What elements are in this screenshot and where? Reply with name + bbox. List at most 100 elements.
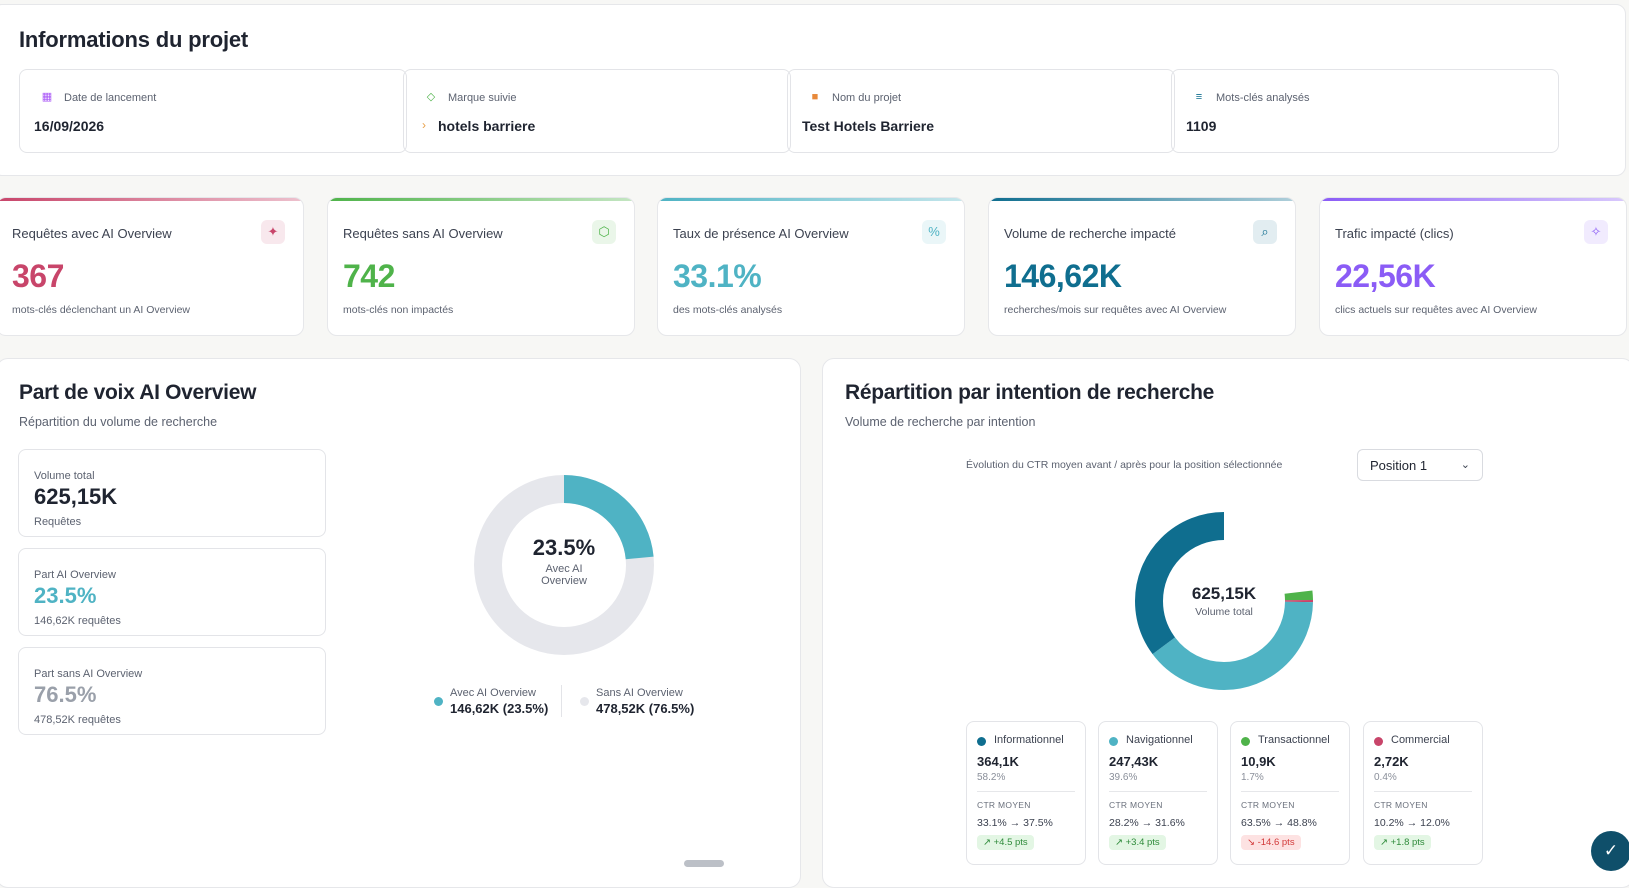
kpi-label: Requêtes avec AI Overview bbox=[12, 226, 172, 241]
intent-value: 364,1K bbox=[977, 754, 1019, 769]
legend-with: Avec AI Overview 146,62K (23.5%) bbox=[450, 687, 548, 716]
project-info-title: Informations du projet bbox=[19, 27, 249, 52]
intent-box-commercial: Commercial 2,72K 0.4% CTR MOYEN 10.2% → 12.0… bbox=[1363, 721, 1483, 865]
ctr-delta: +4.5 pts bbox=[993, 837, 1028, 848]
ctr-change: 10.2% → 12.0% bbox=[1374, 817, 1450, 829]
field-label: Marque suivie bbox=[448, 92, 517, 104]
project-info-card: Informations du projet ▦ Date de lanceme… bbox=[0, 4, 1626, 176]
kpi-accent-bar bbox=[1320, 198, 1626, 201]
ctr-change: 33.1% → 37.5% bbox=[977, 817, 1053, 829]
intent-pct: 39.6% bbox=[1109, 772, 1138, 783]
share-donut-center: 23.5% Avec AI Overview bbox=[474, 535, 654, 587]
percent-icon: % bbox=[922, 220, 946, 244]
donut-slice-informationnel[interactable] bbox=[1135, 512, 1313, 690]
ai-share-box: Part AI Overview 23.5% 146,62K requêtes bbox=[18, 548, 326, 636]
trend-down-icon: ↘ bbox=[1247, 837, 1255, 848]
kpi-label: Requêtes sans AI Overview bbox=[343, 226, 503, 241]
intent-value: 2,72K bbox=[1374, 754, 1409, 769]
position-select[interactable]: Position 1 ⌄ bbox=[1357, 449, 1483, 481]
donut-slice-avec-ai[interactable] bbox=[474, 475, 654, 655]
kpi-card: Requêtes avec AI Overview ✦ 367 mots-clés d… bbox=[0, 197, 304, 336]
kpi-sub: mots-clés non impactés bbox=[343, 304, 454, 316]
trend-up-icon: ↗ bbox=[1115, 837, 1123, 848]
field-brand: ◇ Marque suivie hotels barriere › bbox=[403, 69, 791, 153]
calendar-icon: ▦ bbox=[41, 91, 53, 103]
intent-dot bbox=[1374, 737, 1383, 746]
kpi-label: Trafic impacté (clics) bbox=[1335, 226, 1454, 241]
field-value: Test Hotels Barriere bbox=[802, 118, 935, 134]
kpi-value: 742 bbox=[343, 258, 395, 294]
kpi-card: Trafic impacté (clics) ✧ 22,56K clics actue… bbox=[1319, 197, 1627, 336]
intent-value: 247,43K bbox=[1109, 754, 1159, 769]
field-launch-date: ▦ Date de lancement 16/09/2026 bbox=[19, 69, 407, 153]
box-label: Volume total bbox=[34, 470, 95, 482]
non-ai-share-box: Part sans AI Overview 76.5% 478,52K requ… bbox=[18, 647, 326, 735]
intent-center-caption: Volume total bbox=[1195, 606, 1253, 618]
field-value: hotels barriere bbox=[438, 118, 536, 134]
field-label: Date de lancement bbox=[64, 92, 157, 104]
kpi-accent-bar bbox=[328, 198, 634, 201]
kpi-sub: clics actuels sur requêtes avec AI Overv… bbox=[1335, 304, 1537, 316]
trend-up-icon: ↗ bbox=[983, 837, 991, 848]
intent-center-value: 625,15K bbox=[1191, 584, 1257, 603]
field-label: Mots-clés analysés bbox=[1216, 92, 1310, 104]
field-value: 16/09/2026 bbox=[34, 118, 105, 134]
intent-pct: 58.2% bbox=[977, 772, 1006, 783]
legend-dot-without bbox=[580, 697, 589, 706]
position-select-value: Position 1 bbox=[1370, 458, 1428, 473]
chat-launcher-icon[interactable]: ✓ bbox=[1591, 831, 1629, 871]
ctr-delta: +3.4 pts bbox=[1125, 837, 1160, 848]
kpi-value: 22,56K bbox=[1335, 258, 1436, 294]
ctr-before: 28.2% bbox=[1109, 817, 1139, 829]
box-label: Part AI Overview bbox=[34, 569, 116, 581]
ctr-label: CTR MOYEN bbox=[1374, 800, 1428, 810]
kpi-accent-bar bbox=[989, 198, 1295, 201]
ctr-change: 63.5% → 48.8% bbox=[1241, 817, 1317, 829]
intent-dot bbox=[1241, 737, 1250, 746]
ctr-delta: -14.6 pts bbox=[1257, 837, 1295, 848]
donut-slice-navigationnel[interactable] bbox=[1135, 512, 1313, 690]
intent-name: Transactionnel bbox=[1258, 734, 1330, 746]
kpi-accent-bar bbox=[0, 198, 303, 201]
box-sub: 478,52K requêtes bbox=[34, 714, 121, 726]
intent-box-informationnel: Informationnel 364,1K 58.2% CTR MOYEN 33.1% … bbox=[966, 721, 1086, 865]
kpi-sub: mots-clés déclenchant un AI Overview bbox=[12, 304, 190, 316]
intent-panel: Répartition par intention de recherche V… bbox=[822, 358, 1629, 888]
kpi-value: 33.1% bbox=[673, 258, 762, 294]
intent-name: Commercial bbox=[1391, 734, 1450, 746]
legend-dot-with bbox=[434, 697, 443, 706]
donut-slice-commercial[interactable] bbox=[1135, 512, 1313, 690]
intent-subtitle: Volume de recherche par intention bbox=[845, 415, 1036, 429]
donut-center-caption: Avec AI Overview bbox=[541, 563, 587, 587]
ctr-before: 10.2% bbox=[1374, 817, 1404, 829]
box-sub: 146,62K requêtes bbox=[34, 615, 121, 627]
intent-donut-chart bbox=[1135, 512, 1313, 690]
ctr-label: CTR MOYEN bbox=[1109, 800, 1163, 810]
arrow-right-icon: → bbox=[1141, 817, 1153, 829]
intent-name: Informationnel bbox=[994, 734, 1064, 746]
intent-name: Navigationnel bbox=[1126, 734, 1193, 746]
legend-value: 478,52K (76.5%) bbox=[596, 701, 695, 716]
intent-divider bbox=[1374, 791, 1472, 792]
ctr-change: 28.2% → 31.6% bbox=[1109, 817, 1185, 829]
intent-title: Répartition par intention de recherche bbox=[845, 381, 1214, 404]
ctr-delta-badge: ↗ +4.5 pts bbox=[977, 835, 1034, 850]
legend-label: Avec AI Overview bbox=[450, 687, 536, 699]
box-sub: Requêtes bbox=[34, 516, 82, 528]
legend-value: 146,62K (23.5%) bbox=[450, 701, 549, 716]
box-value: 76.5% bbox=[34, 682, 97, 707]
box-value: 23.5% bbox=[34, 583, 97, 608]
ctr-delta: +1.8 pts bbox=[1390, 837, 1425, 848]
intent-pct: 0.4% bbox=[1374, 772, 1397, 783]
kpi-sub: des mots-clés analysés bbox=[673, 304, 783, 316]
kpi-label: Volume de recherche impacté bbox=[1004, 226, 1176, 241]
intent-box-transactionnel: Transactionnel 10,9K 1.7% CTR MOYEN 63.5% → … bbox=[1230, 721, 1350, 865]
kpi-label: Taux de présence AI Overview bbox=[673, 226, 849, 241]
folder-icon: ■ bbox=[811, 91, 819, 103]
scroll-handle[interactable] bbox=[684, 860, 724, 867]
arrow-right-icon: → bbox=[1406, 817, 1418, 829]
tag-icon: ◇ bbox=[426, 91, 436, 103]
volume-total-box: Volume total 625,15K Requêtes bbox=[18, 449, 326, 537]
share-donut-chart bbox=[474, 475, 654, 655]
ctr-after: 31.6% bbox=[1155, 817, 1185, 829]
